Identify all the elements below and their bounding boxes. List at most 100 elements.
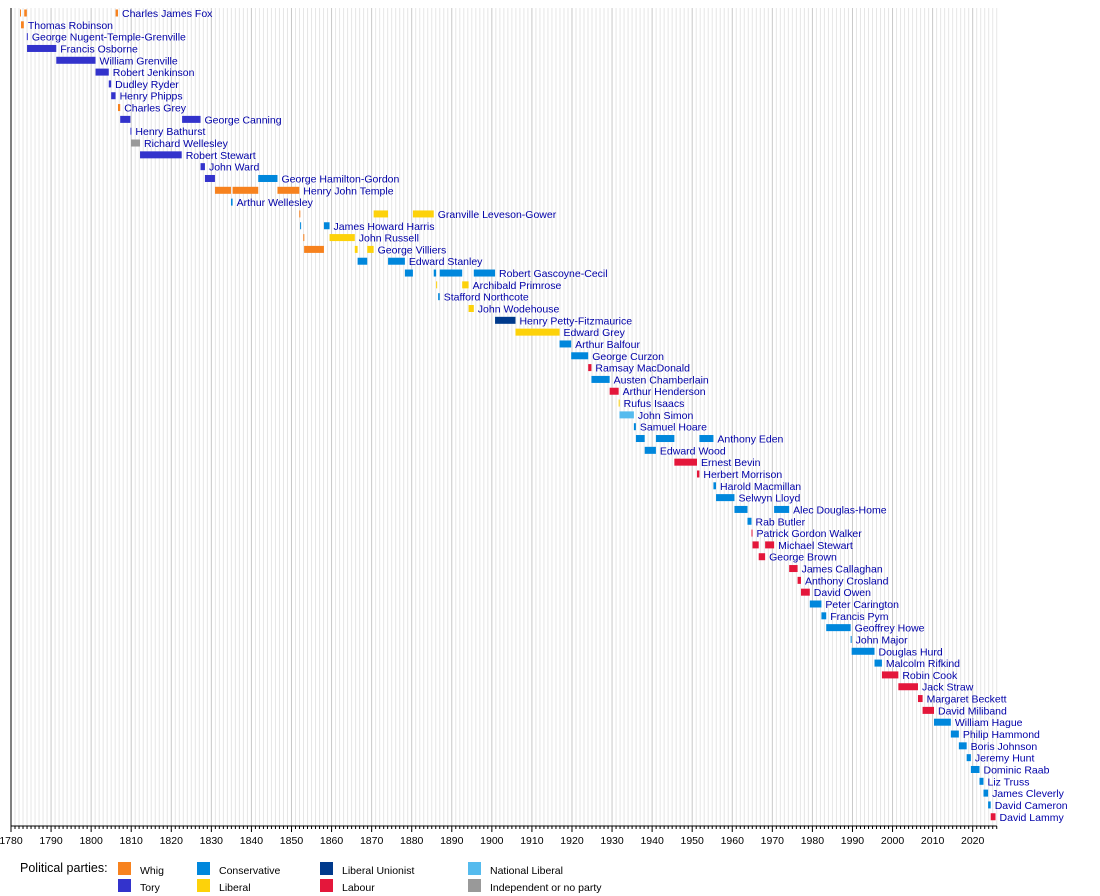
term-bar [934, 718, 951, 726]
term-bar [438, 293, 440, 301]
person-label: Rufus Isaacs [624, 398, 685, 410]
legend-label-lu: Liberal Unionist [342, 865, 414, 877]
person-label: Edward Stanley [409, 256, 483, 268]
term-bar [277, 186, 300, 194]
legend-swatch-whig [118, 862, 131, 875]
person-label: Samuel Hoare [640, 422, 707, 434]
person-label: George Villiers [378, 244, 447, 256]
term-bar [108, 80, 112, 88]
x-tick-label: 1960 [721, 835, 745, 847]
person-label: Francis Pym [830, 611, 889, 623]
person-label: Henry Bathurst [135, 126, 205, 138]
term-bar [990, 813, 996, 821]
legend-swatch-ind [468, 879, 481, 892]
person-label: Dominic Raab [983, 764, 1049, 776]
x-tick-label: 1990 [841, 835, 865, 847]
x-tick-label: 1940 [640, 835, 664, 847]
person-label: Malcolm Rifkind [886, 658, 960, 670]
term-bar [591, 375, 610, 383]
person-label: Philip Hammond [963, 729, 1040, 741]
term-bar [851, 647, 875, 655]
person-label: Geoffrey Howe [855, 623, 925, 635]
x-tick-label: 1780 [0, 835, 23, 847]
person-label: Rab Butler [755, 516, 805, 528]
legend-label-whig: Whig [140, 865, 164, 877]
person-label: Jack Straw [922, 682, 974, 694]
person-label: Robert Stewart [186, 150, 256, 162]
term-bar [696, 470, 700, 478]
person-label: Margaret Beckett [927, 694, 1007, 706]
legend-swatch-tory [118, 879, 131, 892]
x-tick-label: 1830 [200, 835, 224, 847]
term-bar [258, 174, 278, 182]
term-bar [439, 269, 463, 277]
x-tick-label: 1840 [240, 835, 264, 847]
x-tick-label: 1800 [79, 835, 103, 847]
x-tick-label: 1980 [801, 835, 825, 847]
term-bar [462, 281, 469, 289]
person-label: Richard Wellesley [144, 138, 229, 150]
term-bar [433, 269, 437, 277]
term-bar [495, 316, 516, 324]
term-bar [329, 234, 355, 242]
person-label: Thomas Robinson [28, 20, 113, 32]
person-label: Selwyn Lloyd [738, 493, 800, 505]
person-label: Liz Truss [987, 776, 1029, 788]
person-label: Francis Osborne [60, 43, 138, 55]
x-tick-label: 1860 [320, 835, 344, 847]
person-label: Charles James Fox [122, 8, 213, 20]
person-label: Edward Grey [564, 327, 626, 339]
term-bar [130, 127, 132, 135]
term-bar [619, 411, 634, 419]
term-bar [559, 340, 572, 348]
term-bar [120, 115, 131, 123]
term-bar [747, 517, 752, 525]
term-bar [988, 801, 991, 809]
legend-swatch-lib [197, 879, 210, 892]
person-label: John Wodehouse [478, 304, 560, 316]
term-bar [304, 245, 324, 253]
term-bar [515, 328, 560, 336]
term-bar [950, 730, 959, 738]
person-label: John Major [856, 634, 908, 646]
person-label: Robin Cook [902, 670, 958, 682]
person-label: Michael Stewart [778, 540, 853, 552]
legend-label-ind: Independent or no party [490, 882, 602, 894]
term-bar [758, 553, 766, 561]
term-bar [716, 494, 735, 502]
person-label: George Canning [205, 114, 282, 126]
person-label: James Cleverly [992, 788, 1065, 800]
term-bar [983, 789, 989, 797]
x-tick-label: 1820 [160, 835, 184, 847]
term-bar [850, 635, 852, 643]
person-label: William Hague [955, 717, 1023, 729]
person-label: Austen Chamberlain [614, 374, 709, 386]
person-label: Arthur Wellesley [237, 197, 314, 209]
person-label: Henry Petty-Fitzmaurice [519, 315, 632, 327]
person-label: Jeremy Hunt [975, 753, 1035, 765]
legend-label-tory: Tory [140, 882, 161, 894]
term-bar [323, 222, 330, 230]
term-bar [354, 245, 358, 253]
legend-label-nl: National Liberal [490, 865, 563, 877]
x-tick-label: 1880 [400, 835, 424, 847]
x-tick-label: 1900 [480, 835, 504, 847]
term-bar [357, 257, 368, 265]
x-tick-label: 1810 [120, 835, 144, 847]
person-label: Anthony Crosland [805, 575, 889, 587]
x-tick-label: 1970 [761, 835, 785, 847]
term-bar [765, 541, 775, 549]
term-bar [734, 505, 748, 513]
person-label: Stafford Northcote [444, 292, 529, 304]
person-label: Arthur Balfour [575, 339, 640, 351]
term-bar [609, 387, 619, 395]
person-label: Alec Douglas-Home [793, 504, 887, 516]
person-label: Granville Leveson-Gower [438, 209, 557, 221]
legend-swatch-lu [320, 862, 333, 875]
x-tick-label: 1850 [280, 835, 304, 847]
person-label: David Owen [814, 587, 871, 599]
term-bar [27, 44, 57, 52]
term-bar [800, 588, 810, 596]
term-bar [966, 754, 971, 762]
